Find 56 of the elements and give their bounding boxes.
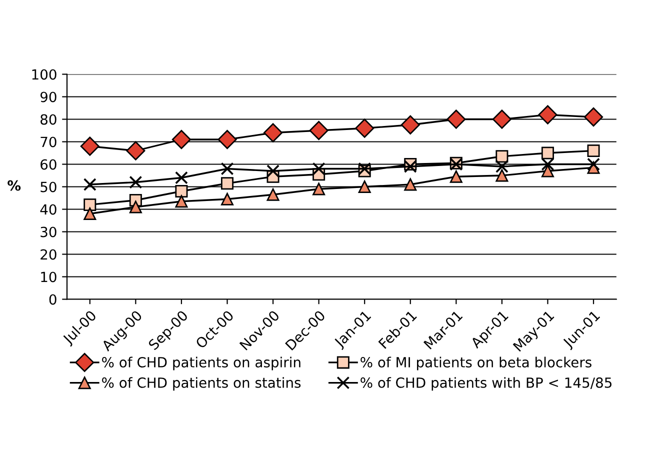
point bbox=[172, 130, 191, 150]
point bbox=[400, 115, 420, 134]
legend-label: % of CHD patients with BP < 145/85 bbox=[360, 377, 612, 391]
point bbox=[129, 200, 142, 214]
point bbox=[450, 170, 462, 183]
point bbox=[263, 123, 283, 142]
y-tick-label: 30 bbox=[40, 226, 56, 238]
point bbox=[496, 150, 508, 163]
point bbox=[358, 180, 371, 193]
point bbox=[312, 162, 326, 176]
point bbox=[218, 130, 237, 150]
point bbox=[404, 178, 417, 191]
point bbox=[538, 105, 558, 124]
y-axis-title: % bbox=[8, 180, 21, 191]
point bbox=[83, 178, 96, 191]
legend-label: % of MI patients on beta blockers bbox=[360, 356, 592, 370]
legend-label: % of CHD patients on aspirin bbox=[102, 356, 300, 370]
y-tick-label: 70 bbox=[40, 136, 56, 148]
point bbox=[220, 162, 234, 176]
point bbox=[220, 192, 234, 206]
point bbox=[175, 185, 188, 198]
point bbox=[84, 208, 96, 220]
point bbox=[541, 146, 554, 160]
point bbox=[541, 158, 554, 171]
point bbox=[495, 160, 508, 173]
point bbox=[266, 188, 280, 201]
y-tick-label: 0 bbox=[49, 294, 56, 305]
point bbox=[587, 144, 600, 157]
point bbox=[541, 164, 554, 178]
point bbox=[446, 110, 466, 129]
point bbox=[492, 110, 512, 129]
point bbox=[587, 158, 600, 171]
y-tick-label: 80 bbox=[40, 114, 56, 125]
y-tick-label: 100 bbox=[32, 69, 56, 80]
point bbox=[266, 164, 280, 178]
point bbox=[404, 160, 417, 173]
point bbox=[584, 107, 604, 127]
point bbox=[129, 176, 142, 189]
y-tick-label: 40 bbox=[40, 204, 56, 215]
point bbox=[496, 169, 508, 182]
legend-label: % of CHD patients on statins bbox=[102, 377, 301, 391]
point bbox=[126, 141, 146, 160]
point bbox=[358, 162, 372, 176]
y-tick-label: 20 bbox=[40, 249, 56, 260]
y-tick-label: 90 bbox=[40, 92, 56, 102]
y-tick-label: 60 bbox=[40, 159, 56, 170]
point bbox=[220, 177, 234, 190]
point bbox=[355, 118, 374, 138]
y-tick-label: 50 bbox=[40, 182, 56, 192]
y-tick-label: 10 bbox=[41, 272, 56, 282]
point bbox=[175, 195, 188, 208]
point bbox=[80, 136, 100, 156]
point bbox=[84, 198, 96, 211]
point bbox=[312, 182, 326, 196]
point bbox=[309, 120, 328, 140]
point bbox=[175, 171, 188, 184]
